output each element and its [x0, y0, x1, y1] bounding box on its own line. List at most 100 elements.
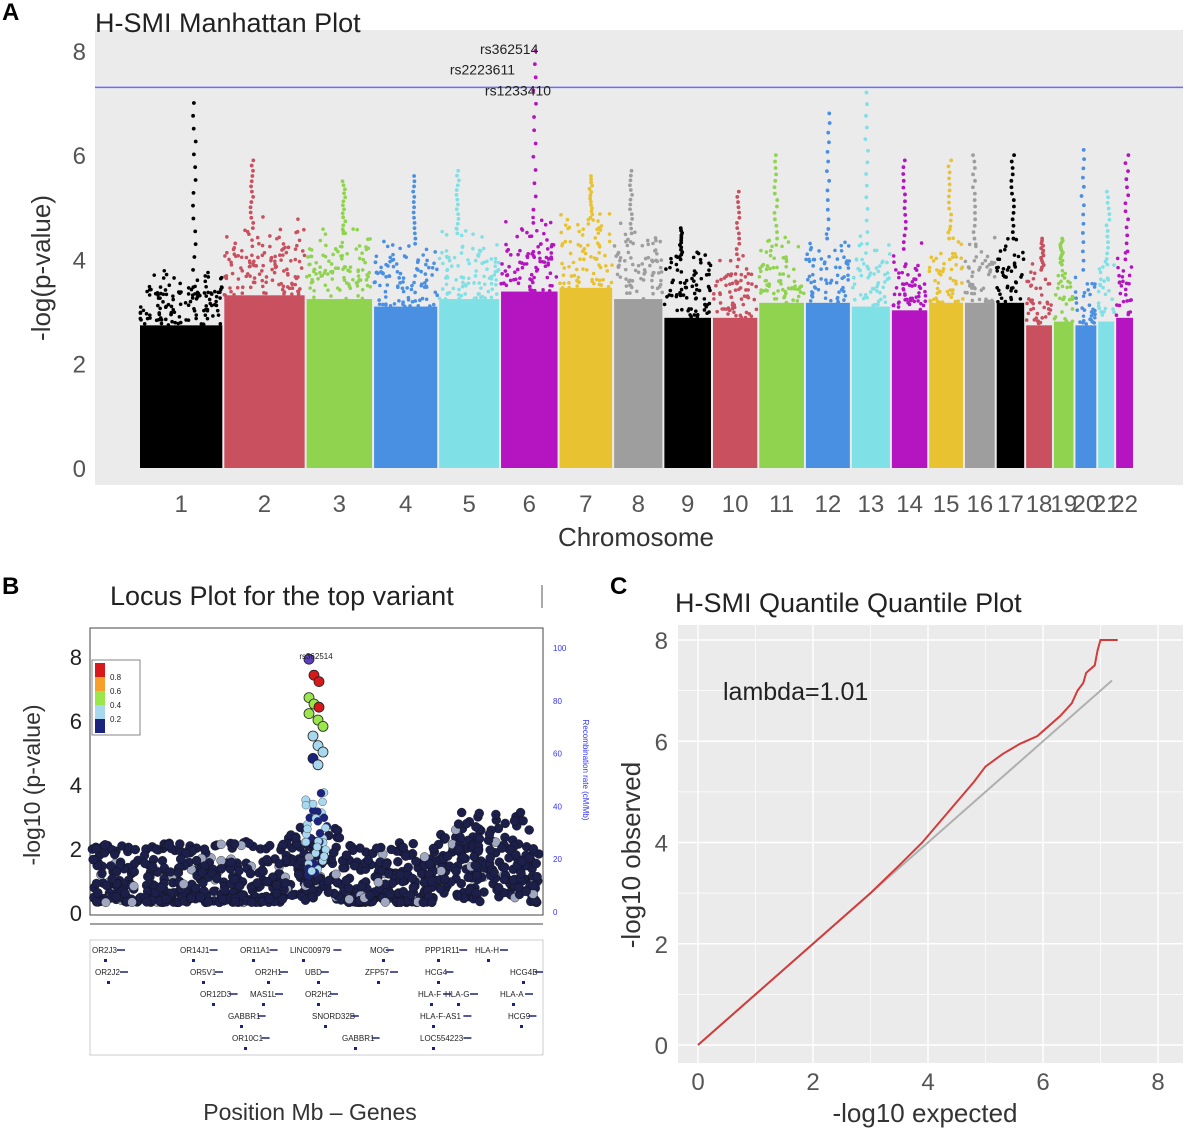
locus-point — [528, 880, 538, 891]
manhattan-point — [444, 282, 449, 287]
manhattan-point — [214, 303, 219, 308]
locus-point — [129, 881, 139, 891]
manhattan-point — [348, 286, 353, 291]
locus-point — [287, 890, 297, 901]
locus-point — [107, 874, 117, 884]
manhattan-point — [1014, 289, 1018, 294]
chromosome-3-bulk — [306, 299, 373, 468]
manhattan-point — [824, 266, 829, 271]
manhattan-point — [158, 306, 162, 311]
manhattan-point — [1090, 319, 1094, 324]
locus-title: Locus Plot for the top variant — [110, 581, 454, 611]
manhattan-point — [692, 279, 696, 283]
locus-point — [411, 856, 421, 867]
manhattan-peak-point — [628, 197, 633, 202]
manhattan-point — [881, 285, 886, 290]
manhattan-point — [356, 294, 360, 298]
locus-point — [532, 871, 542, 882]
manhattan-peak-point — [1081, 258, 1086, 263]
manhattan-peak-point — [773, 178, 778, 183]
manhattan-point — [576, 242, 581, 247]
manhattan-point — [824, 232, 829, 236]
locus-point — [178, 879, 189, 889]
manhattan-point — [843, 240, 847, 245]
manhattan-point — [633, 268, 638, 273]
manhattan-point — [630, 262, 635, 267]
manhattan-point — [1116, 265, 1120, 270]
locus-point — [99, 848, 110, 858]
manhattan-peak-point — [341, 231, 346, 236]
manhattan-point — [529, 272, 534, 277]
manhattan-point — [891, 254, 896, 258]
manhattan-point — [398, 281, 402, 285]
manhattan-point — [314, 261, 318, 265]
gene-exon — [212, 1003, 215, 1006]
manhattan-point — [158, 285, 163, 289]
gene-label: OR11A1 — [240, 946, 271, 955]
manhattan-point — [494, 292, 499, 296]
manhattan-peak-point — [1040, 236, 1045, 241]
manhattan-peak-point — [825, 236, 830, 241]
manhattan-point — [164, 272, 169, 277]
gene-label: GABBR1 — [228, 1012, 261, 1021]
manhattan-point — [843, 293, 848, 298]
manhattan-peak-point — [1080, 249, 1085, 254]
manhattan-peak-point — [454, 192, 459, 197]
manhattan-point — [759, 248, 763, 253]
manhattan-point — [919, 301, 923, 306]
manhattan-point — [846, 262, 850, 267]
manhattan-point — [846, 244, 851, 248]
manhattan-peak-point — [249, 163, 254, 168]
manhattan-peak-point — [589, 209, 594, 214]
manhattan-peak-point — [249, 184, 253, 189]
manhattan-point — [285, 267, 289, 272]
qq-y-label: -log10 observed — [616, 762, 646, 948]
manhattan-point — [398, 246, 402, 251]
manhattan-peak-point — [589, 202, 593, 207]
manhattan-point — [1053, 315, 1058, 319]
manhattan-point — [312, 288, 316, 293]
locus-point — [356, 881, 367, 892]
chromosome-18-bulk — [1026, 325, 1052, 468]
manhattan-point — [1118, 291, 1123, 296]
manhattan-point — [988, 270, 992, 274]
locus-ld-point — [313, 817, 323, 826]
manhattan-point — [532, 275, 536, 280]
chromosome-2-column — [222, 158, 307, 468]
manhattan-point — [699, 260, 703, 265]
manhattan-point — [368, 285, 373, 289]
manhattan-point — [792, 287, 797, 291]
locus-point — [334, 833, 345, 843]
manhattan-point — [363, 260, 367, 265]
manhattan-point — [376, 271, 380, 276]
manhattan-point — [214, 294, 219, 299]
manhattan-point — [770, 244, 774, 249]
manhattan-point — [377, 298, 381, 302]
manhattan-point — [718, 301, 723, 305]
manhattan-point — [768, 266, 772, 271]
manhattan-point — [1060, 273, 1065, 278]
manhattan-point — [355, 284, 360, 288]
manhattan-peak-point — [193, 229, 198, 234]
chromosome-6-bulk — [501, 291, 558, 468]
locus-point — [499, 862, 510, 872]
manhattan-point — [582, 257, 586, 262]
manhattan-point — [887, 276, 891, 280]
manhattan-point — [618, 258, 622, 263]
manhattan-point — [754, 284, 758, 289]
manhattan-peak-point — [589, 177, 593, 182]
locus-point — [198, 878, 208, 888]
manhattan-point — [808, 247, 813, 252]
manhattan-point — [456, 264, 460, 268]
gene-exon — [262, 1003, 265, 1006]
manhattan-point — [789, 286, 794, 291]
manhattan-point — [917, 284, 922, 289]
manhattan-point — [1030, 262, 1035, 266]
manhattan-point — [1100, 313, 1105, 317]
locus-highlight-point — [303, 653, 315, 665]
manhattan-peak-point — [1126, 193, 1131, 198]
manhattan-point — [281, 242, 286, 246]
locus-point — [101, 897, 111, 908]
gene-label: HLA-G — [445, 990, 469, 999]
manhattan-point — [923, 289, 927, 294]
